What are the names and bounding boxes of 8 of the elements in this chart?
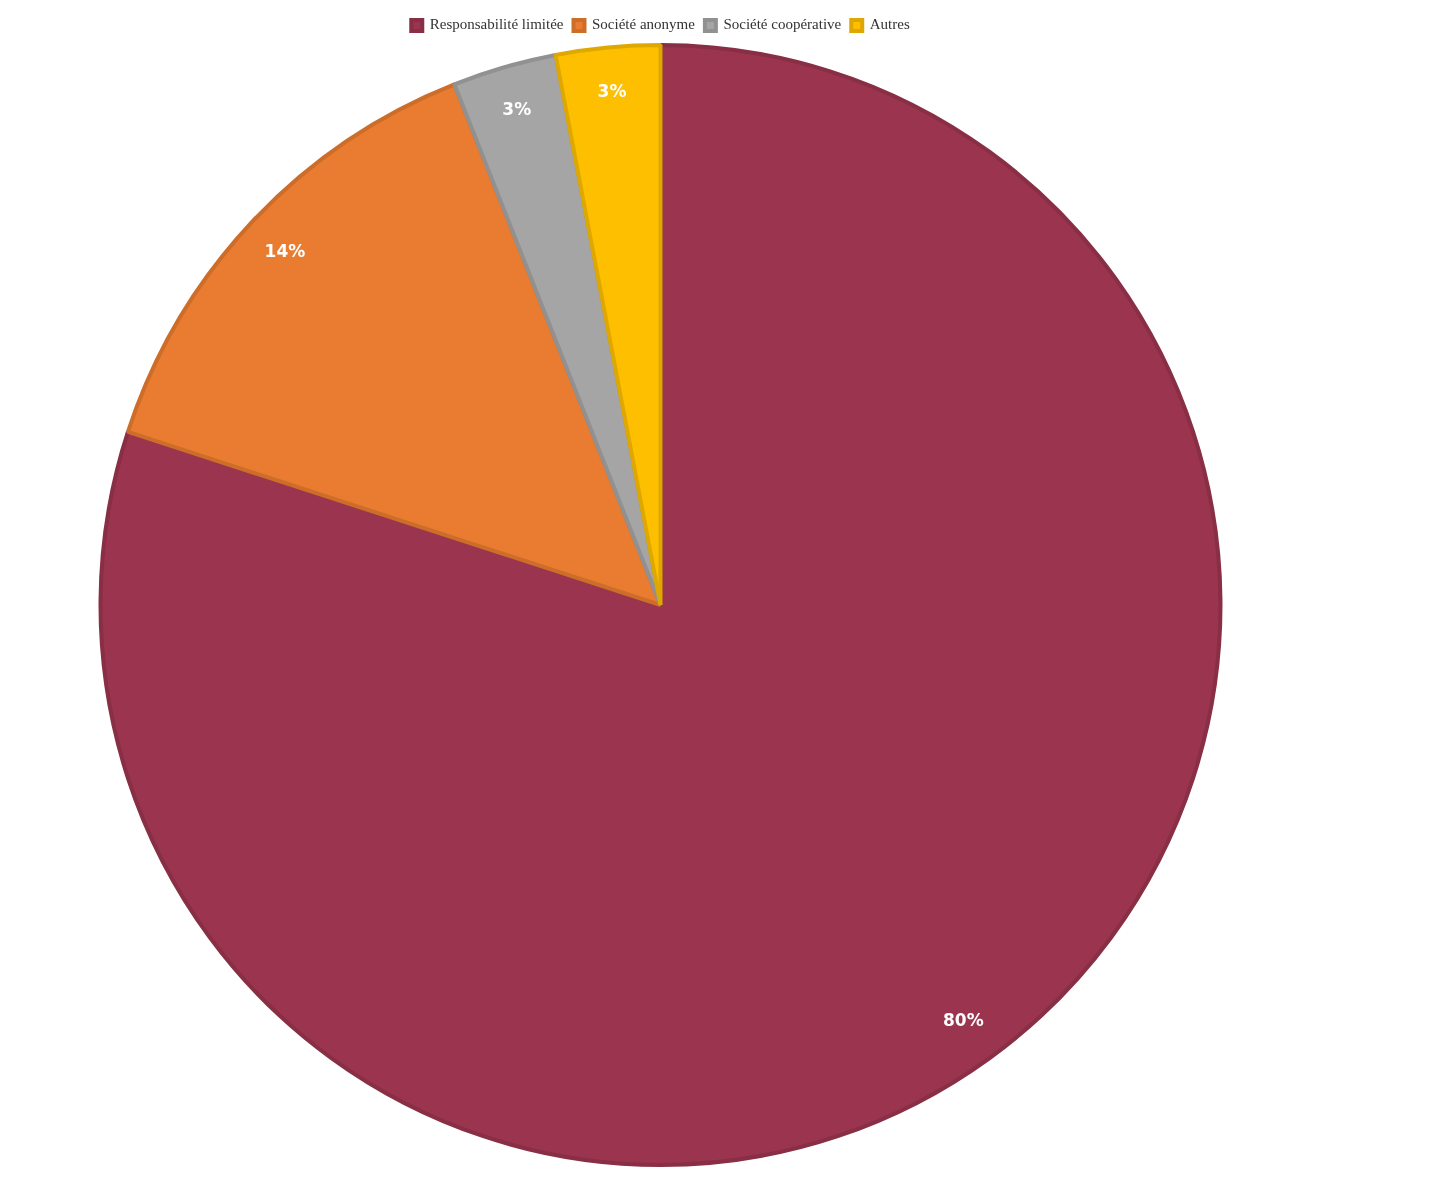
data-label: 14%: [264, 240, 306, 261]
legend-label: Société anonyme: [592, 16, 696, 33]
legend-label: Société coopérative: [723, 16, 842, 33]
data-label: 3%: [597, 80, 627, 101]
data-label: 80%: [942, 1010, 984, 1031]
data-label: 3%: [502, 98, 532, 119]
legend-label: Autres: [869, 16, 910, 33]
legend-label: Responsabilité limitée: [429, 16, 564, 33]
